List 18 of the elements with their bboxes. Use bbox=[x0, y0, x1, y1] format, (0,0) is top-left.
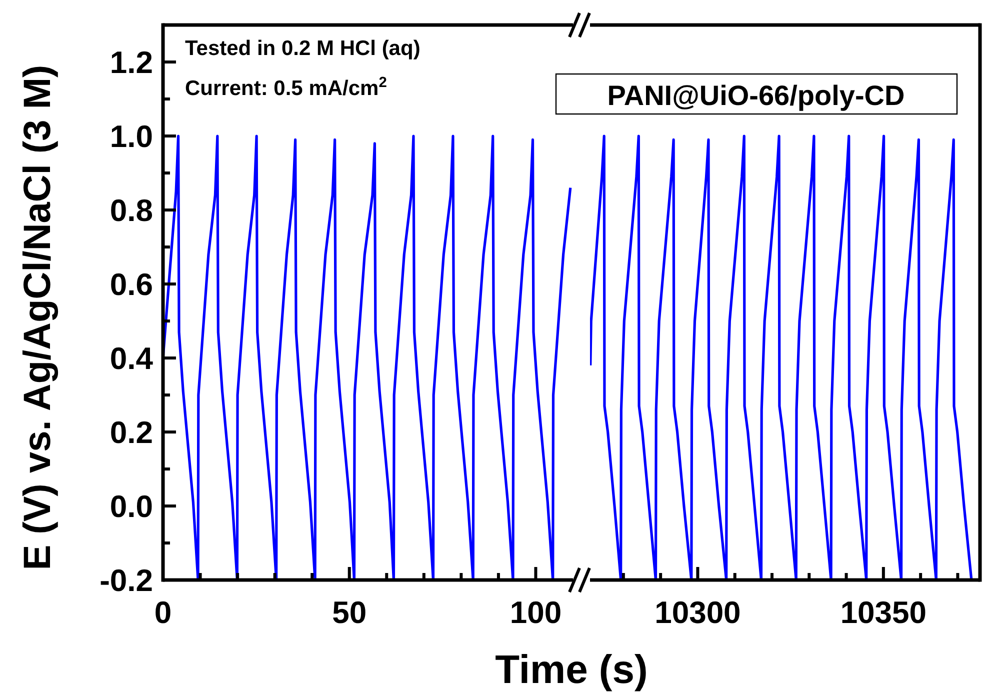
x-tick-label: 10300 bbox=[654, 595, 741, 630]
x-tick-label: 100 bbox=[510, 595, 562, 630]
y-tick-label: -0.2 bbox=[100, 562, 153, 598]
y-tick-label: 0.4 bbox=[110, 340, 154, 376]
y-tick-label: 0.8 bbox=[110, 192, 153, 228]
annotation: Tested in 0.2 M HCl (aq) bbox=[185, 37, 420, 60]
y-axis-title: E (V) vs. Ag/AgCl/NaCl (3 M) bbox=[17, 64, 59, 570]
annotation: Current: 0.5 mA/cm$^{2}$ bbox=[185, 75, 387, 100]
x-axis-title: Time (s) bbox=[495, 648, 648, 692]
y-tick-label: 0.2 bbox=[110, 414, 153, 450]
x-tick-label: 10350 bbox=[840, 595, 927, 630]
y-tick-label: 1.0 bbox=[110, 118, 153, 154]
x-tick-label: 50 bbox=[332, 595, 367, 630]
y-tick-label: 0.0 bbox=[110, 488, 153, 524]
y-tick-label: 1.2 bbox=[110, 44, 153, 80]
x-tick-label: 0 bbox=[154, 595, 172, 630]
y-tick-label: 0.6 bbox=[110, 266, 153, 302]
annotation: PANI@UiO-66/poly-CD bbox=[607, 80, 905, 111]
